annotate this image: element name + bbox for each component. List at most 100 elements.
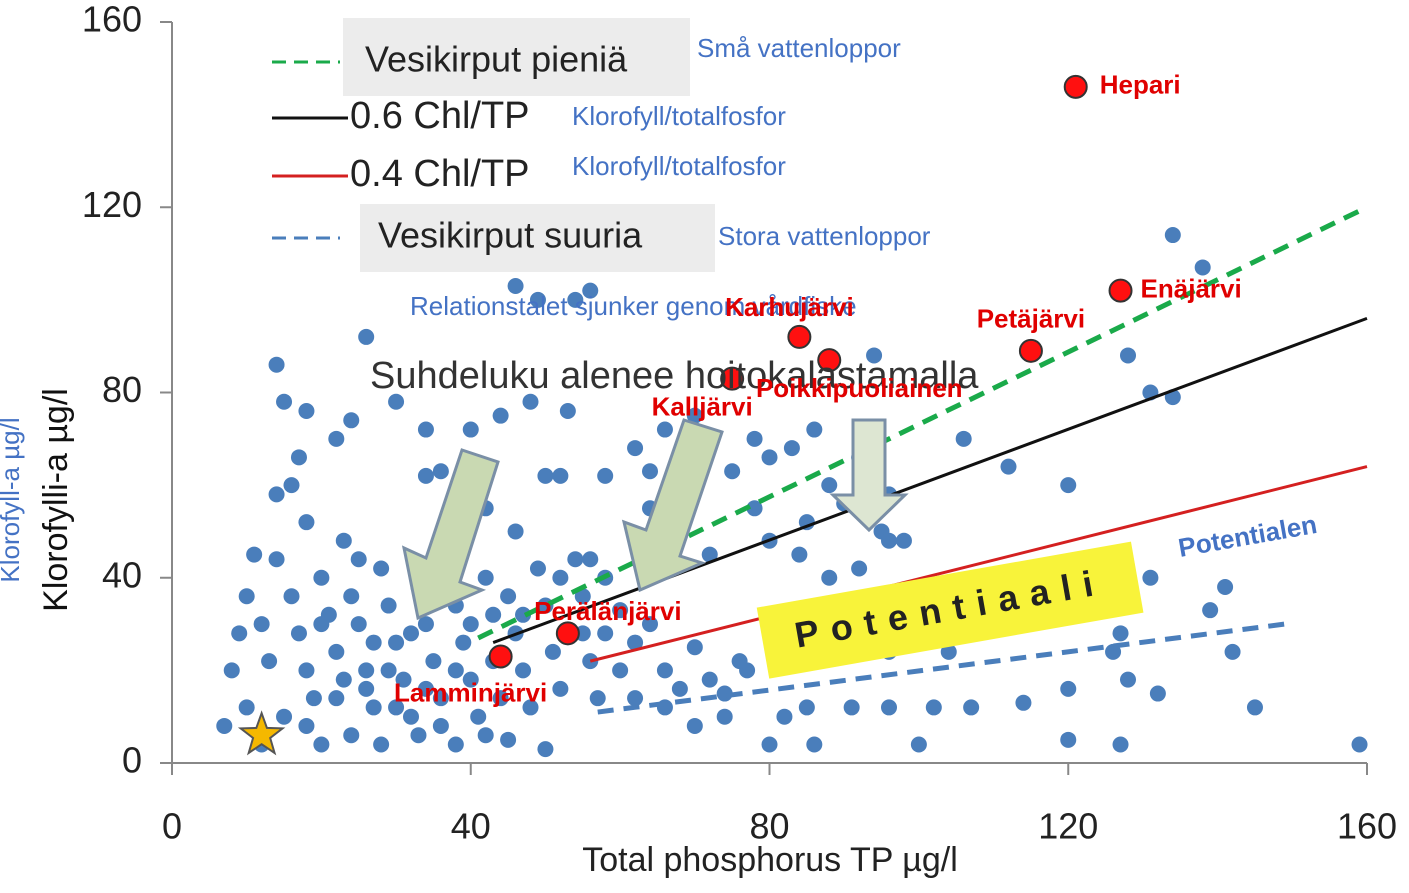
data-point <box>552 680 569 697</box>
data-point <box>447 736 464 753</box>
legend-translation: Klorofyll/totalfosfor <box>572 151 786 181</box>
data-point <box>373 736 390 753</box>
data-point <box>910 736 927 753</box>
legend-translation: Små vattenloppor <box>697 33 901 63</box>
data-point <box>881 532 897 549</box>
data-point <box>783 440 800 457</box>
data-point <box>492 690 509 707</box>
data-point <box>216 717 233 734</box>
y-axis-title: Klorofylli-a µg/l <box>37 388 75 612</box>
data-point <box>500 731 517 748</box>
lake-label: Hepari <box>1100 70 1181 100</box>
data-point <box>425 653 442 670</box>
data-point <box>544 643 561 660</box>
data-point <box>843 699 860 716</box>
x-axis-title: Total phosphorus TP µg/l <box>582 841 958 879</box>
data-point <box>671 680 688 697</box>
data-point <box>417 467 434 484</box>
data-point <box>231 625 248 642</box>
data-point <box>261 653 278 670</box>
data-point <box>656 421 673 438</box>
data-point <box>350 616 367 633</box>
y-tick-label: 120 <box>82 184 142 225</box>
data-point <box>470 708 487 725</box>
data-point <box>656 662 673 679</box>
data-point <box>582 282 599 299</box>
data-point <box>276 708 293 725</box>
legend-label: 0.6 Chl/TP <box>350 95 530 137</box>
data-point <box>552 467 569 484</box>
data-point <box>746 500 763 517</box>
data-point <box>477 569 494 586</box>
x-tick-label: 40 <box>451 806 491 847</box>
annotation: Suhdeluku alenee hoitokalastamalla <box>370 355 979 397</box>
data-point <box>627 440 644 457</box>
data-point <box>290 625 307 642</box>
potential-bg <box>756 541 1144 679</box>
ratio-line <box>477 205 1369 641</box>
data-point <box>298 662 315 679</box>
star <box>237 710 286 756</box>
data-point <box>940 643 957 660</box>
data-point <box>537 741 554 758</box>
data-point <box>253 616 270 633</box>
lake-point <box>787 324 812 349</box>
data-point <box>1246 699 1263 716</box>
data-point <box>403 708 419 725</box>
data-point <box>761 449 778 466</box>
data-point <box>238 699 255 716</box>
potential-translation: Potentialen <box>1176 509 1319 563</box>
data-point <box>1060 731 1077 748</box>
data-point <box>515 662 532 679</box>
data-point <box>552 569 569 586</box>
data-point <box>507 523 524 540</box>
data-point <box>761 736 778 753</box>
legend-translation: Klorofyll/totalfosfor <box>572 101 786 131</box>
data-point <box>567 551 584 568</box>
data-point <box>380 662 397 679</box>
data-point <box>701 546 718 563</box>
data-point <box>417 421 434 438</box>
data-point <box>432 690 449 707</box>
legend-label: 0.4 Chl/TP <box>350 153 530 195</box>
data-point <box>746 430 763 447</box>
data-point <box>686 717 703 734</box>
data-point <box>791 546 808 563</box>
data-point <box>290 449 307 466</box>
data-point <box>343 588 360 605</box>
data-point <box>455 634 472 651</box>
data-point <box>283 477 300 494</box>
data-point <box>298 514 315 531</box>
data-point <box>485 606 502 623</box>
data-point <box>365 699 382 716</box>
data-point <box>589 690 606 707</box>
data-point <box>881 699 897 716</box>
y-tick-label: 0 <box>122 740 142 781</box>
data-point <box>686 407 703 424</box>
data-point <box>350 551 367 568</box>
data-point <box>223 662 240 679</box>
data-point <box>851 560 868 577</box>
data-point <box>522 699 539 716</box>
data-point <box>388 393 405 410</box>
data-point <box>559 403 576 420</box>
data-point <box>1217 579 1234 596</box>
x-tick-label: 160 <box>1337 806 1397 847</box>
data-point <box>313 569 330 586</box>
lake-label: Perälänjärvi <box>534 596 681 626</box>
data-point <box>313 736 330 753</box>
x-tick-label: 0 <box>162 806 182 847</box>
data-point <box>358 328 375 345</box>
data-point <box>1149 685 1166 702</box>
overlay: Potentiaali Potentialen Suhdeluku alenee… <box>0 18 1319 879</box>
lake-point <box>1063 74 1088 99</box>
data-point <box>1142 569 1159 586</box>
lake-point <box>555 621 580 646</box>
data-point <box>492 407 509 424</box>
legend-label: Vesikirput suuria <box>378 215 643 256</box>
data-point <box>238 588 255 605</box>
data-point <box>432 463 449 480</box>
arrow <box>621 418 724 593</box>
data-point <box>1120 671 1136 688</box>
